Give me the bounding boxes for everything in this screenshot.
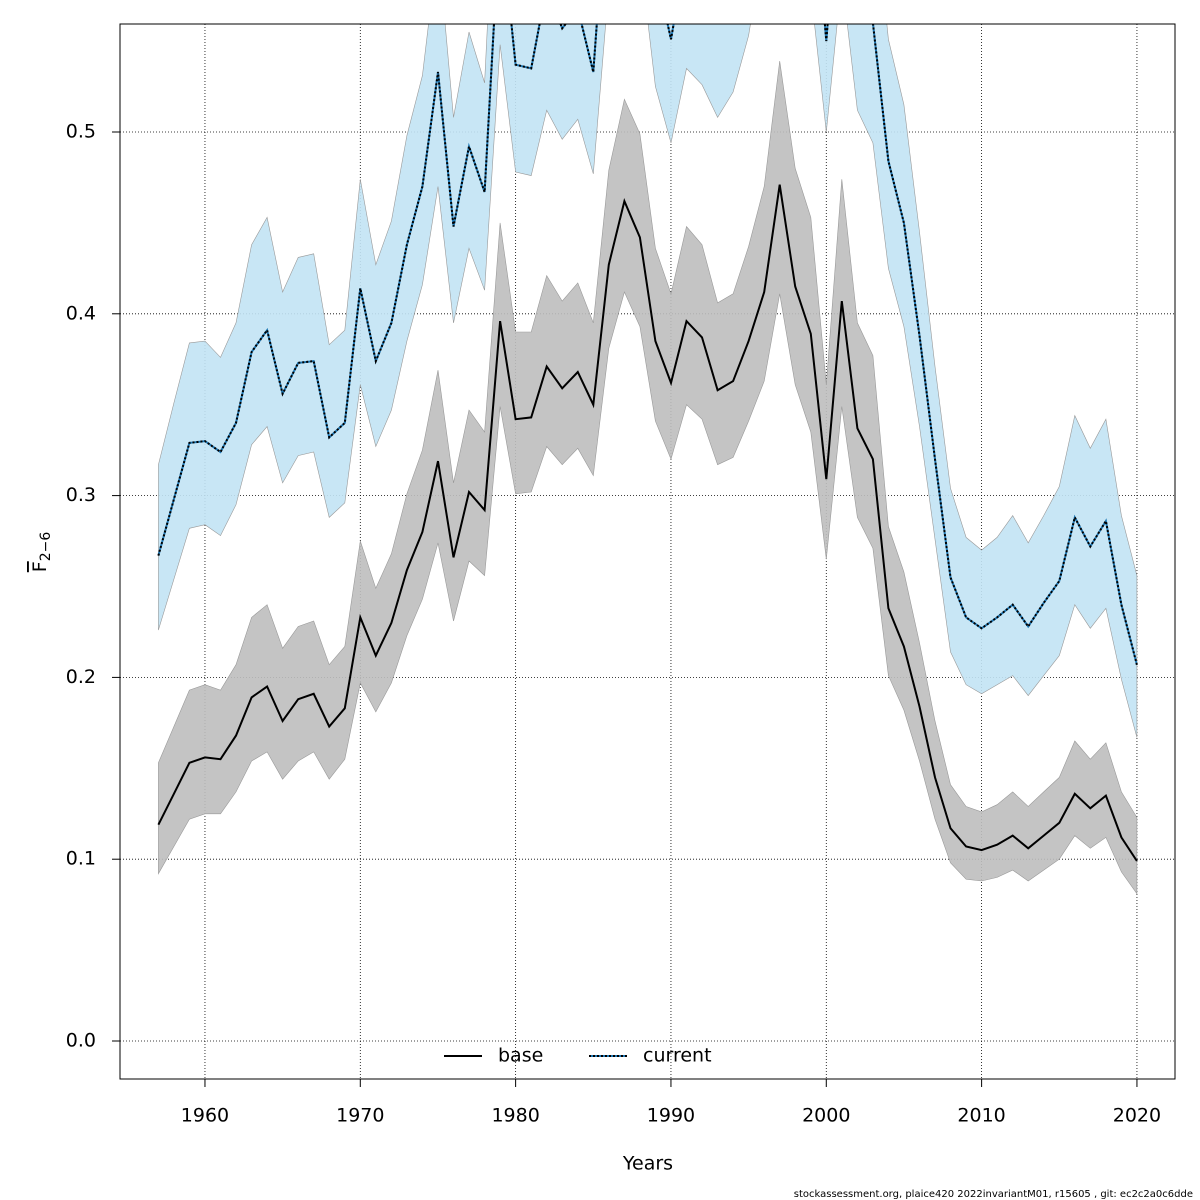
y-tick-label: 0.3 bbox=[66, 484, 96, 506]
series-line-dots bbox=[157, 24, 1138, 665]
legend-label: base bbox=[498, 1045, 543, 1067]
y-axis-label-sub: 2−6 bbox=[38, 532, 54, 562]
x-axis-label: Years bbox=[622, 1153, 673, 1175]
footnote: stockassessment.org, plaice420 2022invar… bbox=[794, 1189, 1193, 1200]
x-tick-label: 1970 bbox=[336, 1105, 384, 1127]
y-tick-label: 0.1 bbox=[66, 848, 96, 870]
x-tick-label: 2010 bbox=[957, 1105, 1005, 1127]
y-tick-label: 0.5 bbox=[66, 120, 96, 142]
plot-layer bbox=[120, 24, 1175, 1079]
confidence-band bbox=[158, 24, 1138, 738]
x-tick-label: 1980 bbox=[491, 1105, 539, 1127]
y-tick-label: 0.4 bbox=[66, 302, 96, 324]
confidence-band bbox=[158, 61, 1138, 895]
x-tick-label: 1960 bbox=[181, 1105, 229, 1127]
y-tick-label: 0.0 bbox=[66, 1030, 96, 1052]
x-tick-label: 2020 bbox=[1113, 1105, 1161, 1127]
x-tick-label: 1990 bbox=[647, 1105, 695, 1127]
x-tick-label: 2000 bbox=[802, 1105, 850, 1127]
plot-frame bbox=[119, 23, 1176, 1080]
y-axis-label: F2−6 bbox=[29, 532, 55, 573]
legend-label: current bbox=[643, 1045, 712, 1067]
series-line bbox=[157, 184, 1138, 862]
y-axis-label-main: F bbox=[29, 561, 51, 572]
y-tick-label: 0.2 bbox=[66, 666, 96, 688]
